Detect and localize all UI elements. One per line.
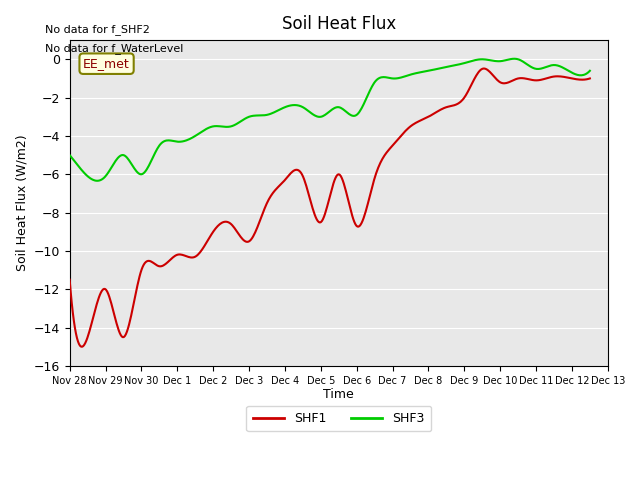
Y-axis label: Soil Heat Flux (W/m2): Soil Heat Flux (W/m2) <box>15 135 28 271</box>
Legend: SHF1, SHF3: SHF1, SHF3 <box>246 406 431 432</box>
Title: Soil Heat Flux: Soil Heat Flux <box>282 15 396 33</box>
X-axis label: Time: Time <box>323 388 354 401</box>
Text: No data for f_SHF2: No data for f_SHF2 <box>45 24 150 35</box>
Text: No data for f_WaterLevel: No data for f_WaterLevel <box>45 43 183 54</box>
Text: EE_met: EE_met <box>83 57 130 70</box>
